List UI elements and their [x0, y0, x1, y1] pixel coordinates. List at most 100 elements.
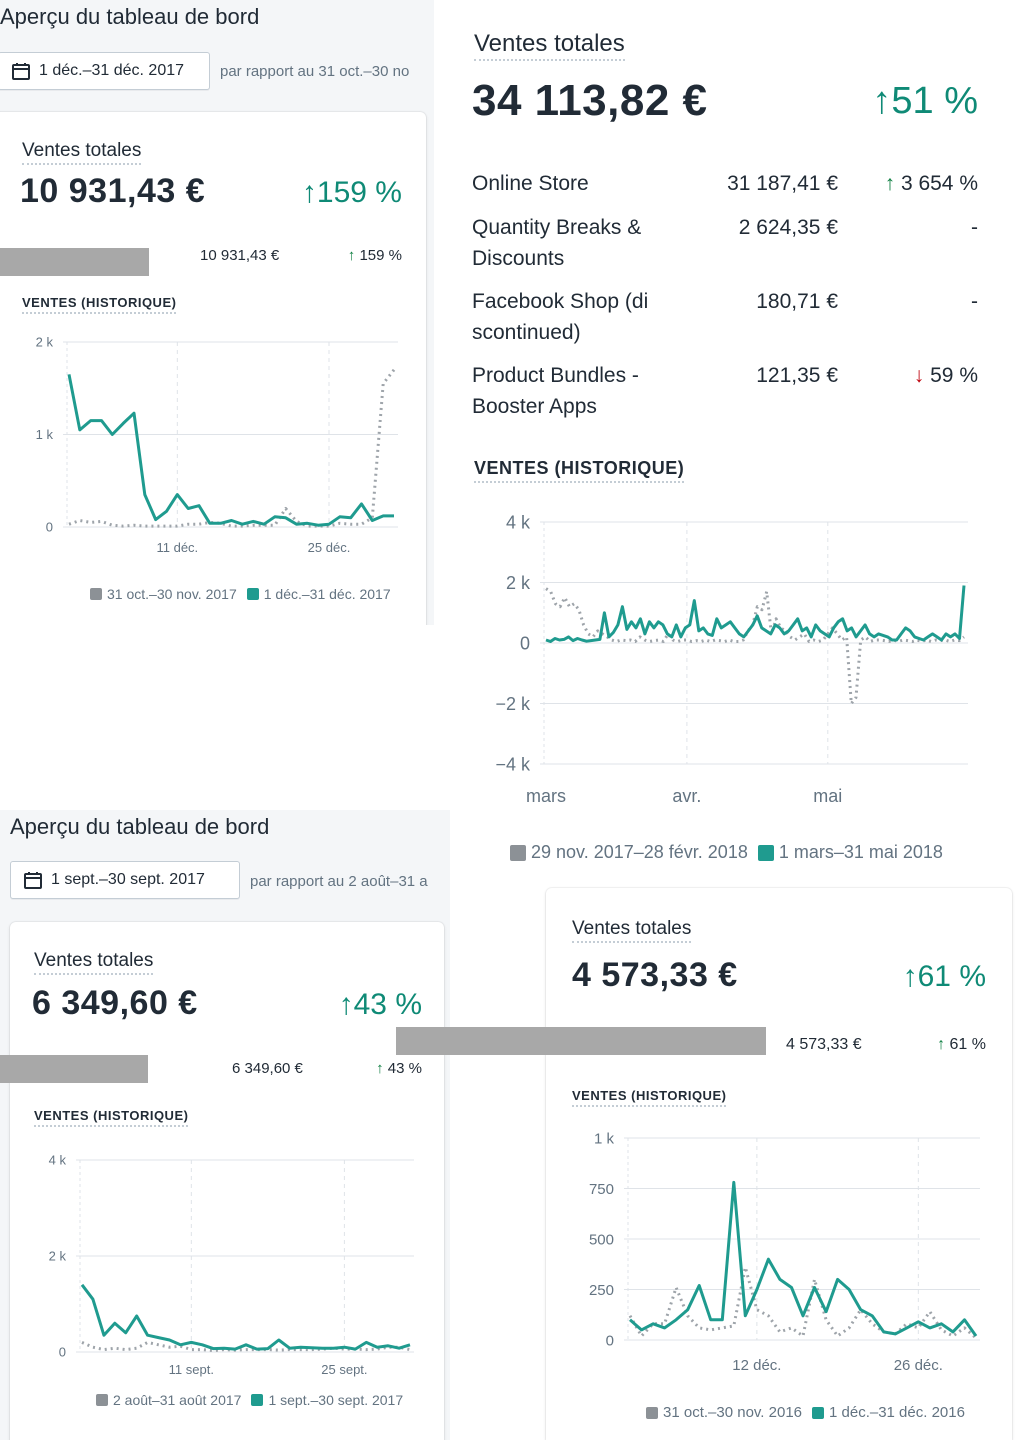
channel-value: 121,35 €	[756, 364, 838, 387]
channel-change-value: 61 %	[949, 1036, 986, 1053]
sales-history-chart: 0 250 500 750 1 k 12 déc. 26 déc.	[589, 1130, 980, 1374]
legend-swatch	[90, 588, 102, 600]
x-tick-label: mars	[526, 786, 566, 806]
card-title[interactable]: Ventes totales	[22, 140, 142, 165]
legend-item-previous[interactable]: 31 oct.–30 nov. 2016	[646, 1404, 802, 1421]
redacted-channel-name	[0, 248, 149, 276]
legend-current-label: 1 mars–31 mai 2018	[778, 842, 943, 862]
total-sales-change: ↑51 %	[872, 80, 978, 122]
sales-history-chart: 0 1 k 2 k 11 déc. 25 déc.	[36, 335, 398, 555]
chart-legend: 29 nov. 2017–28 févr. 2018 1 mars–31 mai…	[510, 842, 953, 863]
date-range-button[interactable]: 1 déc.–31 déc. 2017	[0, 52, 210, 90]
channel-value: 2 624,35 €	[738, 216, 838, 239]
x-tick-label: 11 sept.	[169, 1362, 214, 1377]
channel-change: -	[971, 290, 978, 314]
legend-item-current[interactable]: 1 sept.–30 sept. 2017	[251, 1392, 403, 1408]
channel-value: 31 187,41 €	[727, 172, 838, 195]
channel-name: Facebook Shop (di scontinued)	[472, 290, 649, 344]
compare-label[interactable]: par rapport au 2 août–31 a	[250, 873, 428, 890]
y-tick-label: 750	[589, 1181, 614, 1198]
card-title[interactable]: Ventes totales	[572, 918, 692, 943]
sales-history-chart: −4 k −2 k 0 2 k 4 k mars avr. mai	[495, 512, 968, 806]
channel-change-value: 59 %	[930, 364, 978, 387]
channel-change-value: 159 %	[359, 247, 402, 264]
total-sales-card: Ventes totales 6 349,60 € ↑43 % 6 349,60…	[0, 922, 444, 1440]
y-tick-label: 0	[520, 633, 530, 653]
redacted-channel-name	[396, 1027, 766, 1055]
series-line-current	[67, 374, 394, 527]
chart-legend: 31 oct.–30 nov. 2017 1 déc.–31 déc. 2017	[90, 586, 401, 602]
legend-current-label: 1 sept.–30 sept. 2017	[268, 1392, 404, 1408]
legend-previous-label: 31 oct.–30 nov. 2017	[107, 586, 237, 602]
channel-change: ↑ 159 %	[348, 247, 402, 264]
legend-previous-label: 31 oct.–30 nov. 2016	[663, 1404, 802, 1421]
channel-change-value: 43 %	[387, 1060, 422, 1077]
x-tick-label: avr.	[672, 786, 701, 806]
channel-name: Product Bundles - Booster Apps	[472, 364, 639, 418]
total-sales-change: ↑43 %	[338, 988, 422, 1021]
legend-item-previous[interactable]: 31 oct.–30 nov. 2017	[90, 586, 237, 602]
chart-legend: 31 oct.–30 nov. 2016 1 déc.–31 déc. 2016	[646, 1404, 975, 1421]
arrow-down-icon: ↓	[913, 364, 925, 387]
series-line-previous	[545, 587, 965, 705]
history-label[interactable]: VENTES (HISTORIQUE)	[572, 1088, 727, 1107]
legend-item-previous[interactable]: 29 nov. 2017–28 févr. 2018	[510, 842, 748, 863]
dashboard-panel-dec-2017: Aperçu du tableau de bord 1 déc.–31 déc.…	[0, 0, 434, 625]
legend-item-previous[interactable]: 2 août–31 août 2017	[96, 1392, 241, 1408]
page-title: Aperçu du tableau de bord	[0, 4, 260, 29]
series-line-current	[629, 1180, 978, 1337]
y-tick-label: 0	[59, 1345, 66, 1360]
legend-swatch	[646, 1406, 658, 1419]
history-label[interactable]: VENTES (HISTORIQUE)	[34, 1108, 189, 1127]
total-sales-change: ↑159 %	[301, 176, 402, 209]
y-tick-label: −2 k	[495, 694, 531, 714]
channel-value: 180,71 €	[756, 290, 838, 313]
channel-change: -	[971, 216, 978, 240]
y-tick-label: 2 k	[36, 335, 54, 350]
y-tick-label: 2 k	[49, 1249, 67, 1264]
channel-change-value: -	[971, 216, 978, 239]
channel-change: ↓ 59 %	[914, 364, 978, 388]
card-title[interactable]: Ventes totales	[34, 950, 154, 975]
y-tick-label: 250	[589, 1282, 614, 1299]
total-sales-card: Ventes totales 10 931,43 € ↑159 % 10 931…	[0, 112, 426, 625]
legend-swatch	[757, 844, 774, 861]
redacted-channel-name	[0, 1055, 148, 1083]
y-tick-label: 1 k	[36, 427, 54, 442]
channel-change: ↑ 3 654 %	[885, 172, 978, 196]
channel-name: Quantity Breaks & Discounts	[472, 216, 642, 270]
total-sales-value: 34 113,82 €	[472, 76, 708, 125]
total-sales-panel-mar-may-2018: Ventes totales 34 113,82 € ↑51 % Online …	[448, 0, 1018, 880]
total-sales-change: ↑61 %	[902, 960, 986, 993]
legend-item-current[interactable]: 1 déc.–31 déc. 2016	[812, 1404, 965, 1421]
channel-value: 4 573,33 €	[786, 1036, 862, 1053]
total-sales-value: 6 349,60 €	[32, 984, 198, 1022]
channel-change: ↑ 61 %	[937, 1036, 986, 1054]
y-tick-label: 4 k	[506, 512, 531, 532]
total-sales-value: 10 931,43 €	[20, 172, 206, 210]
date-range-button[interactable]: 1 sept.–30 sept. 2017	[10, 861, 240, 899]
legend-item-current[interactable]: 1 mars–31 mai 2018	[757, 842, 943, 863]
legend-swatch	[812, 1406, 824, 1419]
dashboard-panel-sept-2017: Aperçu du tableau de bord 1 sept.–30 sep…	[0, 810, 450, 1440]
legend-item-current[interactable]: 1 déc.–31 déc. 2017	[246, 586, 391, 602]
channel-change: ↑ 43 %	[376, 1060, 422, 1077]
x-tick-label: mai	[813, 786, 842, 806]
arrow-up-icon: ↑	[376, 1060, 384, 1077]
legend-swatch	[96, 1394, 108, 1406]
y-tick-label: 2 k	[506, 573, 531, 593]
card-title[interactable]: Ventes totales	[474, 30, 625, 61]
x-tick-label: 26 déc.	[894, 1357, 943, 1374]
legend-current-label: 1 déc.–31 déc. 2016	[829, 1404, 965, 1421]
sales-history-chart: 0 2 k 4 k 11 sept. 25 sept.	[49, 1153, 414, 1377]
history-label[interactable]: VENTES (HISTORIQUE)	[474, 458, 685, 483]
y-tick-label: 0	[46, 520, 53, 535]
y-tick-label: −4 k	[495, 754, 531, 774]
compare-label[interactable]: par rapport au 31 oct.–30 no	[220, 63, 410, 80]
arrow-up-icon: ↑	[884, 172, 896, 195]
history-label[interactable]: VENTES (HISTORIQUE)	[22, 295, 177, 314]
channel-value: 10 931,43 €	[200, 247, 280, 264]
series-line-current	[80, 1283, 411, 1351]
y-tick-label: 0	[606, 1332, 614, 1349]
page-title: Aperçu du tableau de bord	[10, 814, 270, 839]
